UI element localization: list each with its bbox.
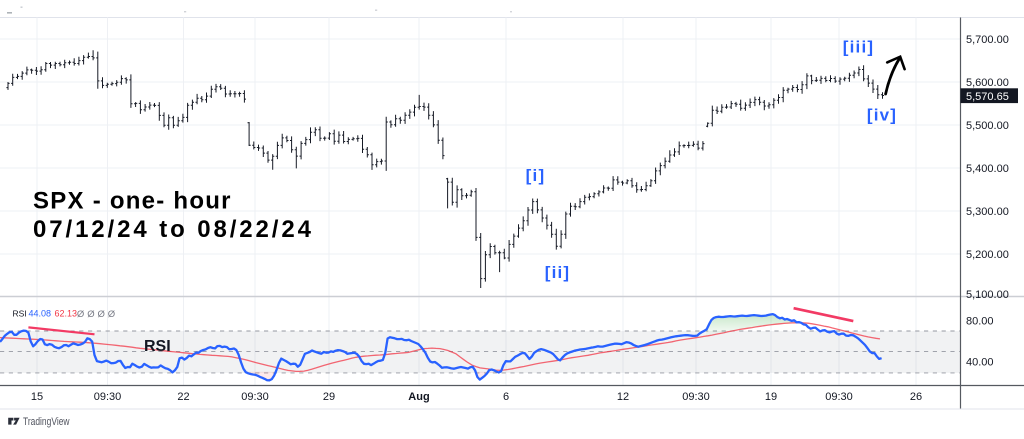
svg-text:5,100.00: 5,100.00 xyxy=(966,289,1009,301)
svg-text:TradingView: TradingView xyxy=(23,416,70,428)
svg-text:Ø: Ø xyxy=(77,309,85,320)
svg-text:SPX - one- hour: SPX - one- hour xyxy=(33,188,232,215)
svg-text:22: 22 xyxy=(177,391,189,403)
svg-text:5,200.00: 5,200.00 xyxy=(966,249,1009,261)
svg-text:12: 12 xyxy=(617,391,629,403)
svg-text:5,500.00: 5,500.00 xyxy=(966,120,1009,132)
svg-text:[iii]: [iii] xyxy=(843,38,875,57)
svg-text:40.00: 40.00 xyxy=(966,357,994,369)
svg-text:[i]: [i] xyxy=(526,166,546,185)
svg-text:09:30: 09:30 xyxy=(241,391,269,403)
svg-text:5,700.00: 5,700.00 xyxy=(966,34,1009,46)
svg-text:07/12/24 to 08/22/24: 07/12/24 to 08/22/24 xyxy=(33,216,314,243)
svg-text:[ii]: [ii] xyxy=(545,263,571,282)
svg-text:RSI: RSI xyxy=(144,338,171,355)
svg-text:5,400.00: 5,400.00 xyxy=(966,163,1009,175)
svg-text:Ø: Ø xyxy=(108,309,116,320)
svg-text:26: 26 xyxy=(910,391,922,403)
svg-text:Aug: Aug xyxy=(408,391,429,403)
svg-text:RSI: RSI xyxy=(13,309,27,319)
svg-text:6: 6 xyxy=(503,391,509,403)
svg-text:80.00: 80.00 xyxy=(966,316,994,328)
svg-text:5,600.00: 5,600.00 xyxy=(966,77,1009,89)
svg-text:19: 19 xyxy=(765,391,777,403)
svg-text:09:30: 09:30 xyxy=(682,391,710,403)
svg-text:5,300.00: 5,300.00 xyxy=(966,206,1009,218)
svg-text:15: 15 xyxy=(31,391,43,403)
svg-text:Ø: Ø xyxy=(98,309,106,320)
svg-text:44.08: 44.08 xyxy=(29,309,52,319)
svg-text:[iv]: [iv] xyxy=(867,106,897,125)
svg-text:5,570.65: 5,570.65 xyxy=(966,91,1009,103)
svg-text:09:30: 09:30 xyxy=(825,391,853,403)
svg-text:62.13: 62.13 xyxy=(55,309,78,319)
svg-text:29: 29 xyxy=(323,391,335,403)
svg-text:Ø: Ø xyxy=(87,309,95,320)
svg-text:09:30: 09:30 xyxy=(94,391,122,403)
